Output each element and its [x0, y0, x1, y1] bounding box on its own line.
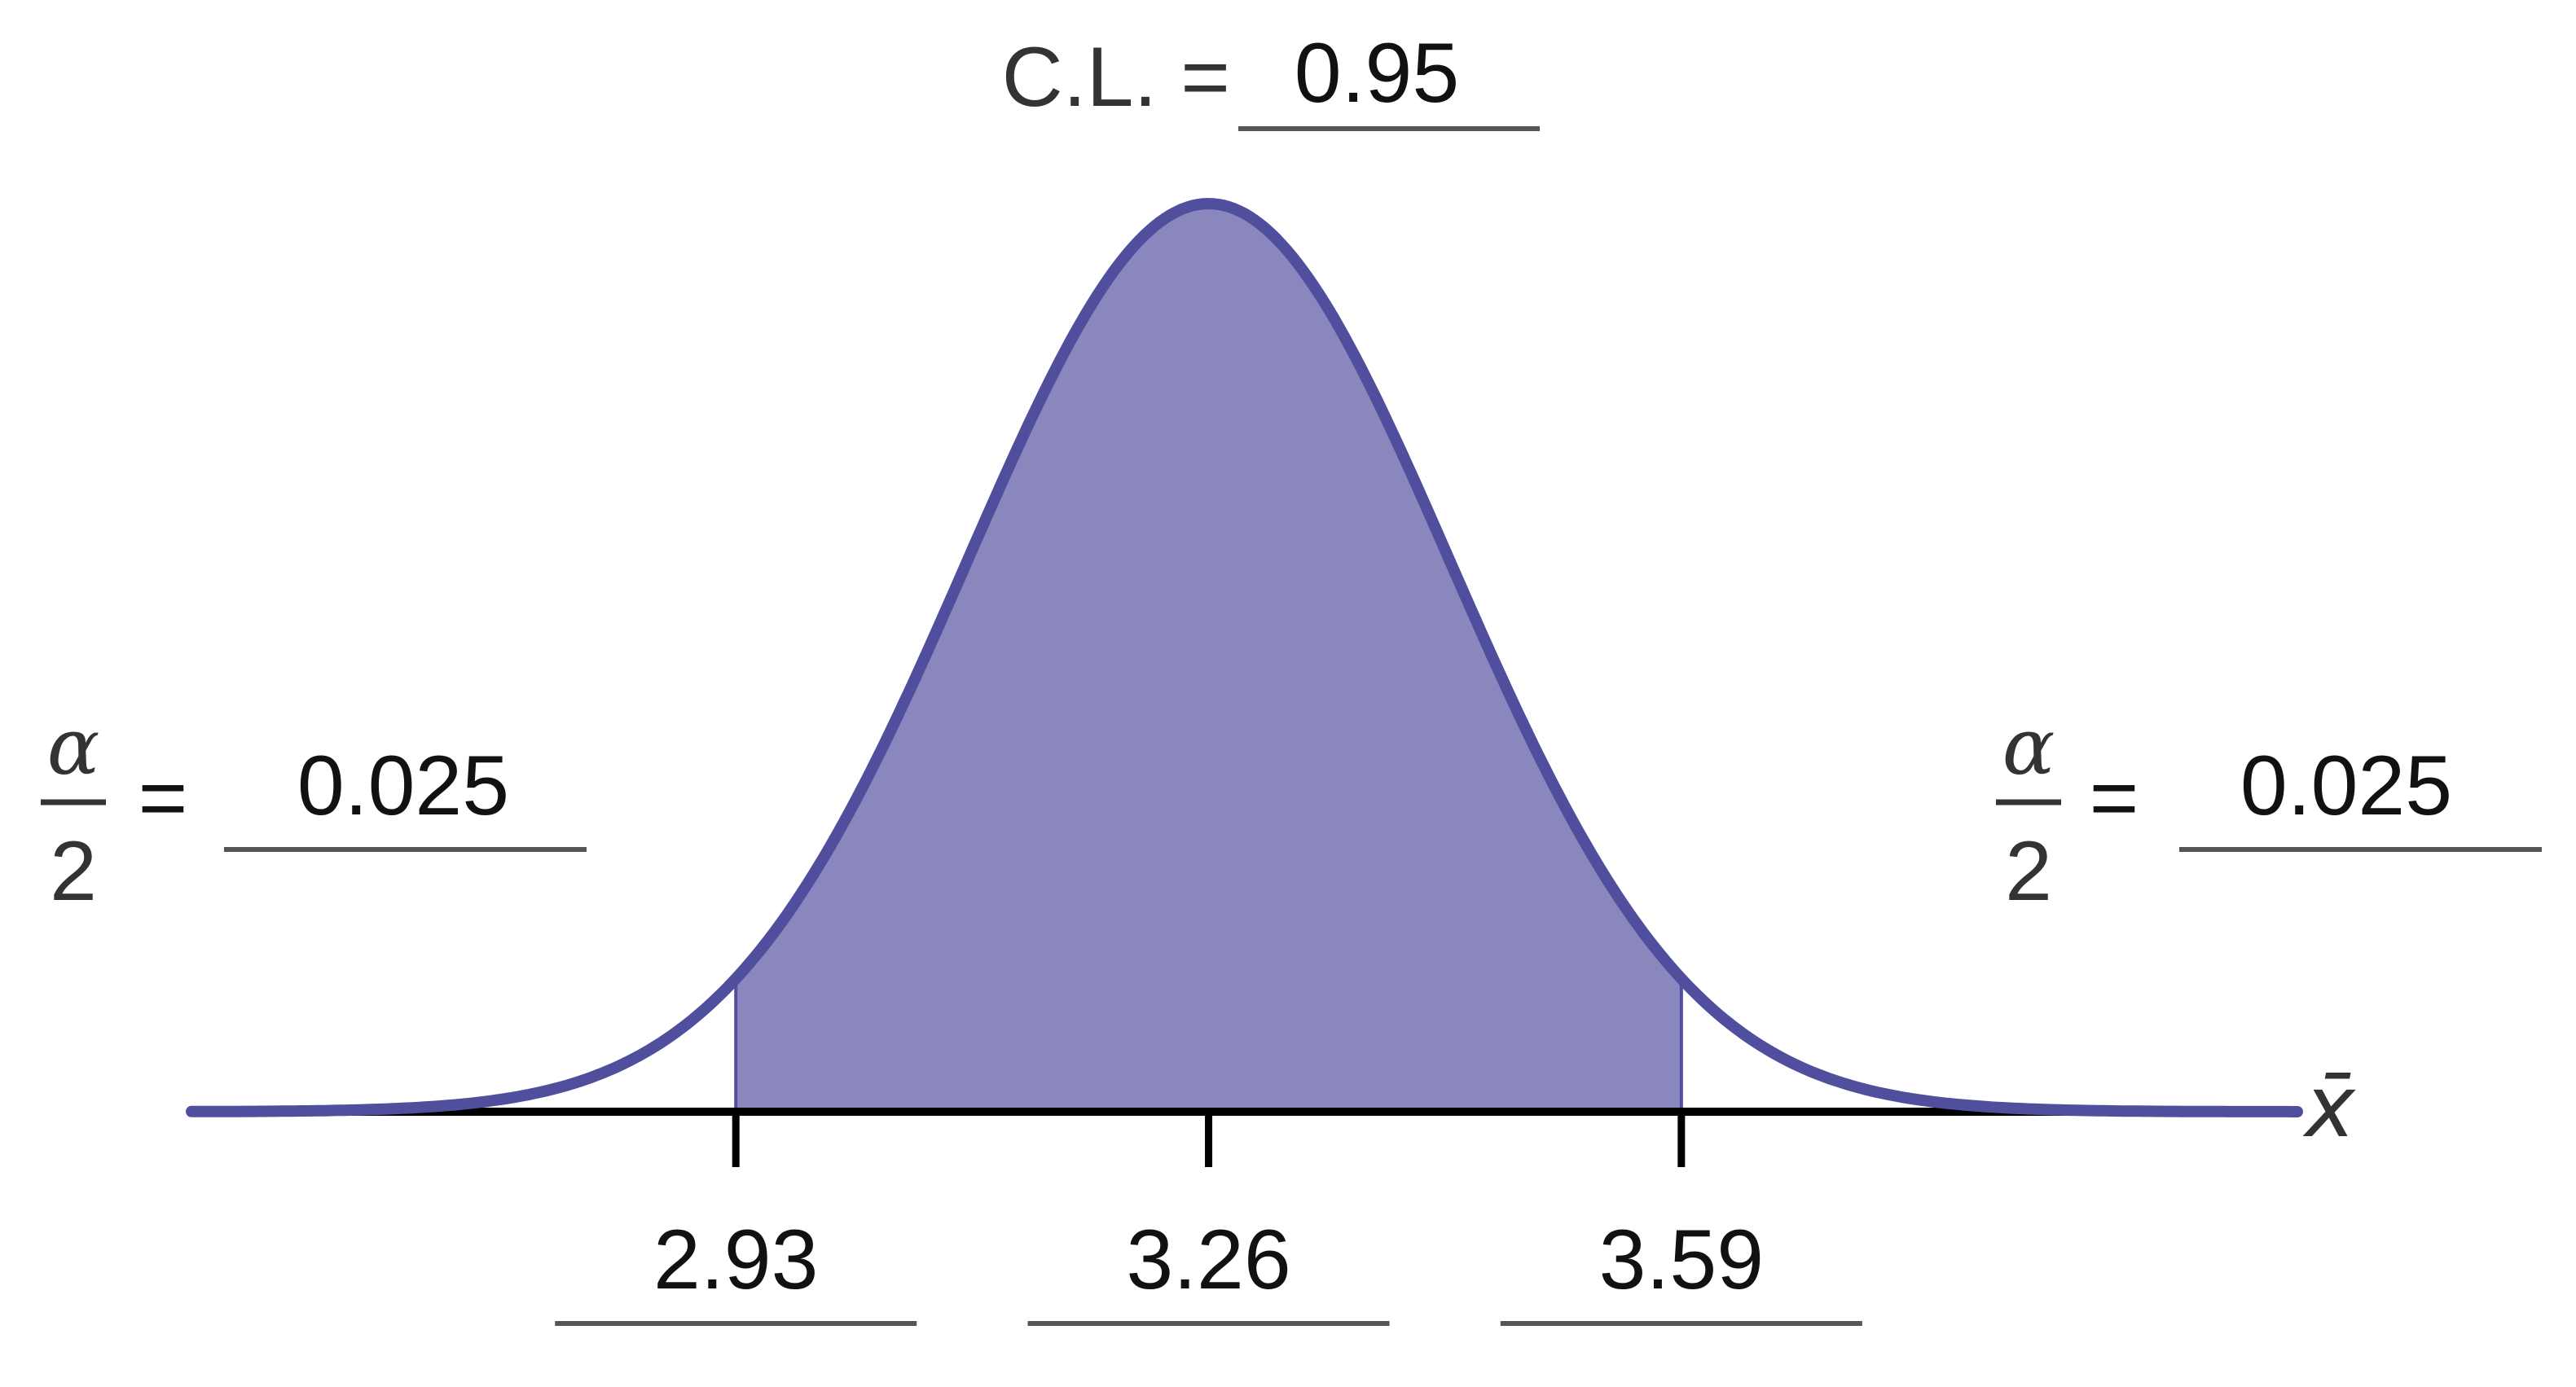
left-equals-sign: = [138, 751, 188, 845]
tick-label-lower: 2.93 [653, 1213, 818, 1307]
confidence-level-prefix: C.L. = [1002, 30, 1230, 125]
right-alpha-denominator: 2 [2005, 824, 2052, 919]
left-tail-value: 0.025 [297, 739, 509, 833]
x-axis-label: x̄ [2302, 1057, 2356, 1157]
tick-label-mean: 3.26 [1126, 1213, 1290, 1307]
normal-curve [186, 197, 2303, 1117]
tick-label-upper: 3.59 [1599, 1213, 1764, 1307]
right-alpha-symbol: α [2002, 701, 2055, 792]
right-tail-value: 0.025 [2240, 739, 2452, 833]
right-tail-label: α 2 = 0.025 [1996, 701, 2542, 919]
left-tail-label: α 2 = 0.025 [41, 701, 587, 919]
confidence-level-value: 0.95 [1295, 26, 1459, 121]
left-alpha-symbol: α [47, 701, 100, 792]
confidence-region-fill [736, 204, 1681, 1112]
right-equals-sign: = [2090, 751, 2139, 845]
left-alpha-denominator: 2 [50, 824, 97, 919]
